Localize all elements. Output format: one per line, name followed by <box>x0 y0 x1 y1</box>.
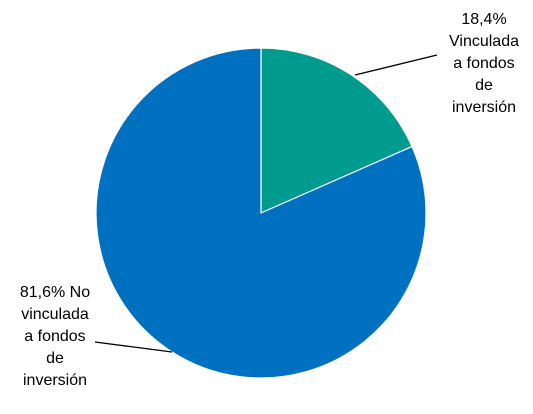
leader-lines <box>94 54 438 353</box>
slice-label-line: inversión <box>452 99 516 116</box>
slice-label-0: 18,4% Vinculada a fondos de inversión <box>449 11 519 116</box>
slice-label-line: a fondos <box>24 328 85 345</box>
slice-label-1: 81,6% No vinculada a fondos de inversión <box>20 284 90 389</box>
slice-label-line: 81,6% No <box>20 284 90 301</box>
leader-line-0 <box>354 54 438 76</box>
pie-slice-0 <box>260 47 413 214</box>
slice-label-line: inversión <box>23 372 87 389</box>
slice-label-line: 18,4% <box>461 11 506 28</box>
pie-slices <box>95 47 427 379</box>
slice-label-line: Vinculada <box>449 33 519 50</box>
pie-slice-1 <box>95 47 427 379</box>
slice-label-line: de <box>46 350 64 367</box>
slice-label-line: a fondos <box>453 55 514 72</box>
leader-line-1 <box>94 341 173 353</box>
slice-label-line: de <box>475 77 493 94</box>
slice-label-line: vinculada <box>21 306 89 323</box>
